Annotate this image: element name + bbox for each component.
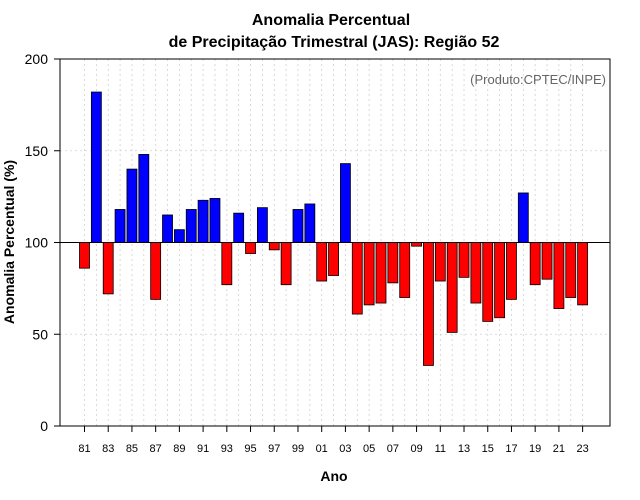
y-tick-label-200: 200 (25, 51, 49, 67)
bar-92 (209, 198, 221, 243)
x-axis: 81 83 85 87 89 91 93 95 97 99 01 03 05 07 09 11 13 15 17 19… (78, 426, 589, 455)
y-axis-label: Anomalia Percentual (%) (1, 160, 17, 324)
bar-93 (221, 242, 233, 286)
bar-85 (126, 168, 138, 243)
y-axis: 0 50 100 150 200 (25, 51, 60, 434)
credit-text: (Produto:CPTEC/INPE) (470, 72, 606, 87)
x-tick-label-09: 09 (410, 443, 422, 455)
bar-04 (351, 242, 363, 315)
x-tick-label-15: 15 (482, 443, 494, 455)
x-tick-label-97: 97 (268, 443, 280, 455)
bar-82 (90, 91, 102, 243)
y-tick-label-0: 0 (40, 418, 48, 434)
bar-17 (506, 242, 517, 300)
x-tick-label-91: 91 (197, 443, 209, 455)
bar-15 (482, 242, 494, 322)
x-tick-label-11: 11 (435, 443, 446, 455)
bar-89 (173, 229, 185, 243)
x-tick-label-19: 19 (529, 443, 541, 455)
bars (79, 91, 589, 366)
x-tick-label-23: 23 (576, 443, 588, 455)
bar-03 (340, 163, 351, 243)
x-tick-label-03: 03 (339, 443, 351, 455)
bar-01 (316, 242, 328, 282)
bar-23 (577, 242, 589, 306)
x-tick-label-83: 83 (102, 443, 114, 455)
bar-18 (517, 192, 529, 243)
x-tick-label-87: 87 (150, 443, 162, 455)
bar-20 (541, 242, 553, 280)
x-tick-label-13: 13 (458, 443, 470, 455)
bar-07 (387, 242, 399, 284)
y-tick-label-50: 50 (32, 326, 48, 342)
bar-98 (280, 242, 292, 286)
y-tick-label-150: 150 (25, 143, 49, 159)
bar-05 (363, 242, 375, 306)
bar-22 (565, 242, 577, 298)
bar-91 (197, 199, 209, 243)
bar-96 (256, 207, 268, 243)
bar-13 (458, 242, 470, 278)
x-tick-label-85: 85 (126, 443, 138, 455)
bar-99 (292, 209, 304, 243)
bar-14 (470, 242, 482, 304)
bar-84 (114, 209, 126, 243)
bar-90 (185, 209, 197, 243)
bar-81 (79, 242, 90, 269)
x-tick-label-01: 01 (316, 443, 328, 455)
bar-12 (446, 242, 458, 333)
x-tick-label-21: 21 (553, 443, 565, 455)
bar-95 (245, 242, 256, 254)
y-tick-label-100: 100 (25, 235, 49, 251)
bar-21 (553, 242, 565, 309)
bar-16 (494, 242, 506, 319)
bar-94 (233, 212, 245, 243)
bar-87 (150, 242, 162, 300)
x-tick-label-17: 17 (505, 443, 517, 455)
bar-00 (304, 203, 316, 243)
x-tick-label-81: 81 (78, 443, 90, 455)
bar-09 (411, 242, 422, 247)
bar-10 (423, 242, 434, 366)
x-tick-label-07: 07 (387, 443, 399, 455)
x-axis-label: Ano (320, 468, 347, 484)
x-tick-label-89: 89 (173, 443, 185, 455)
bar-08 (399, 242, 411, 298)
gridlines (60, 59, 610, 426)
x-tick-label-05: 05 (363, 443, 375, 455)
bar-97 (268, 242, 280, 251)
bar-11 (434, 242, 446, 282)
bar-83 (102, 242, 114, 295)
bar-06 (375, 242, 387, 304)
chart-title-line2: de Precipitação Trimestral (JAS): Região… (169, 34, 500, 51)
bar-86 (138, 154, 150, 243)
x-tick-label-93: 93 (221, 443, 233, 455)
x-tick-label-95: 95 (244, 443, 256, 455)
x-tick-label-99: 99 (292, 443, 304, 455)
bar-19 (529, 242, 541, 286)
bar-02 (328, 242, 339, 276)
chart-title-line1: Anomalia Percentual (252, 12, 410, 29)
bar-88 (162, 214, 173, 243)
